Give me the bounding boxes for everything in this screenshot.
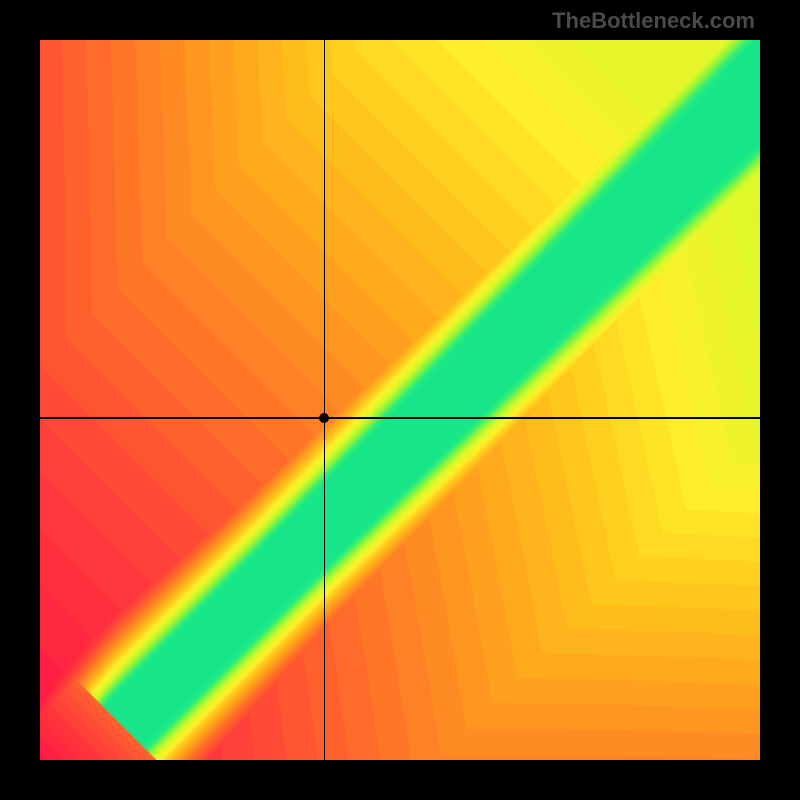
bottleneck-heatmap	[40, 40, 760, 760]
crosshair-vertical-line	[324, 40, 326, 760]
watermark-text: TheBottleneck.com	[552, 8, 755, 34]
crosshair-horizontal-line	[40, 417, 760, 419]
crosshair-marker-dot	[319, 413, 329, 423]
chart-container: TheBottleneck.com	[0, 0, 800, 800]
